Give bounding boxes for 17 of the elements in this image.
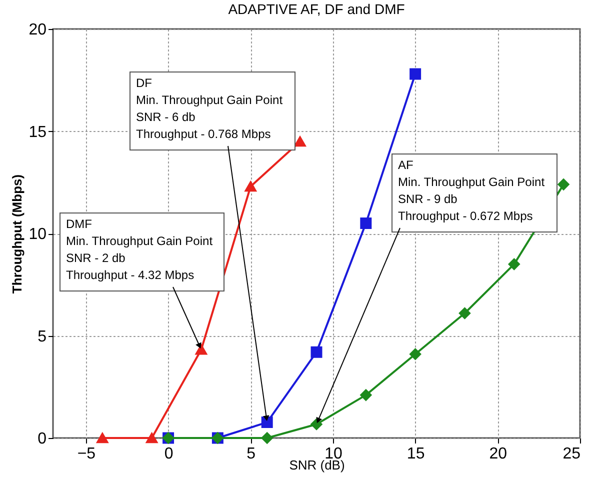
x-axis-title: SNR (dB) bbox=[289, 458, 345, 472]
y-tick-label: 20 bbox=[28, 22, 47, 38]
annotation: AF Min. Throughput Gain Point SNR - 9 db Throughput - 0.672 Mbps bbox=[398, 158, 546, 223]
x-tick-label: 25 bbox=[562, 446, 581, 462]
annotation: DMF Min. Throughput Gain Point SNR - 2 db Throughput - 4.32 Mbps bbox=[66, 217, 214, 282]
x-tick-label: 5 bbox=[246, 446, 256, 462]
x-tick-label: 20 bbox=[489, 446, 508, 462]
x-tick-label: 0 bbox=[164, 446, 174, 462]
x-tick-label: 15 bbox=[406, 446, 425, 462]
y-tick-label: 15 bbox=[28, 124, 47, 141]
x-tick-label: −5 bbox=[77, 446, 96, 462]
annotation: DF Min. Throughput Gain Point SNR - 6 db Throughput - 0.768 Mbps bbox=[136, 76, 284, 141]
y-tick-label: 0 bbox=[38, 430, 47, 448]
chart-title: ADAPTIVE AF, DF and DMF bbox=[228, 1, 405, 17]
y-tick-label: 10 bbox=[28, 226, 47, 243]
y-tick-label: 5 bbox=[38, 328, 47, 346]
y-axis-title: Throughput (Mbps) bbox=[10, 174, 25, 294]
